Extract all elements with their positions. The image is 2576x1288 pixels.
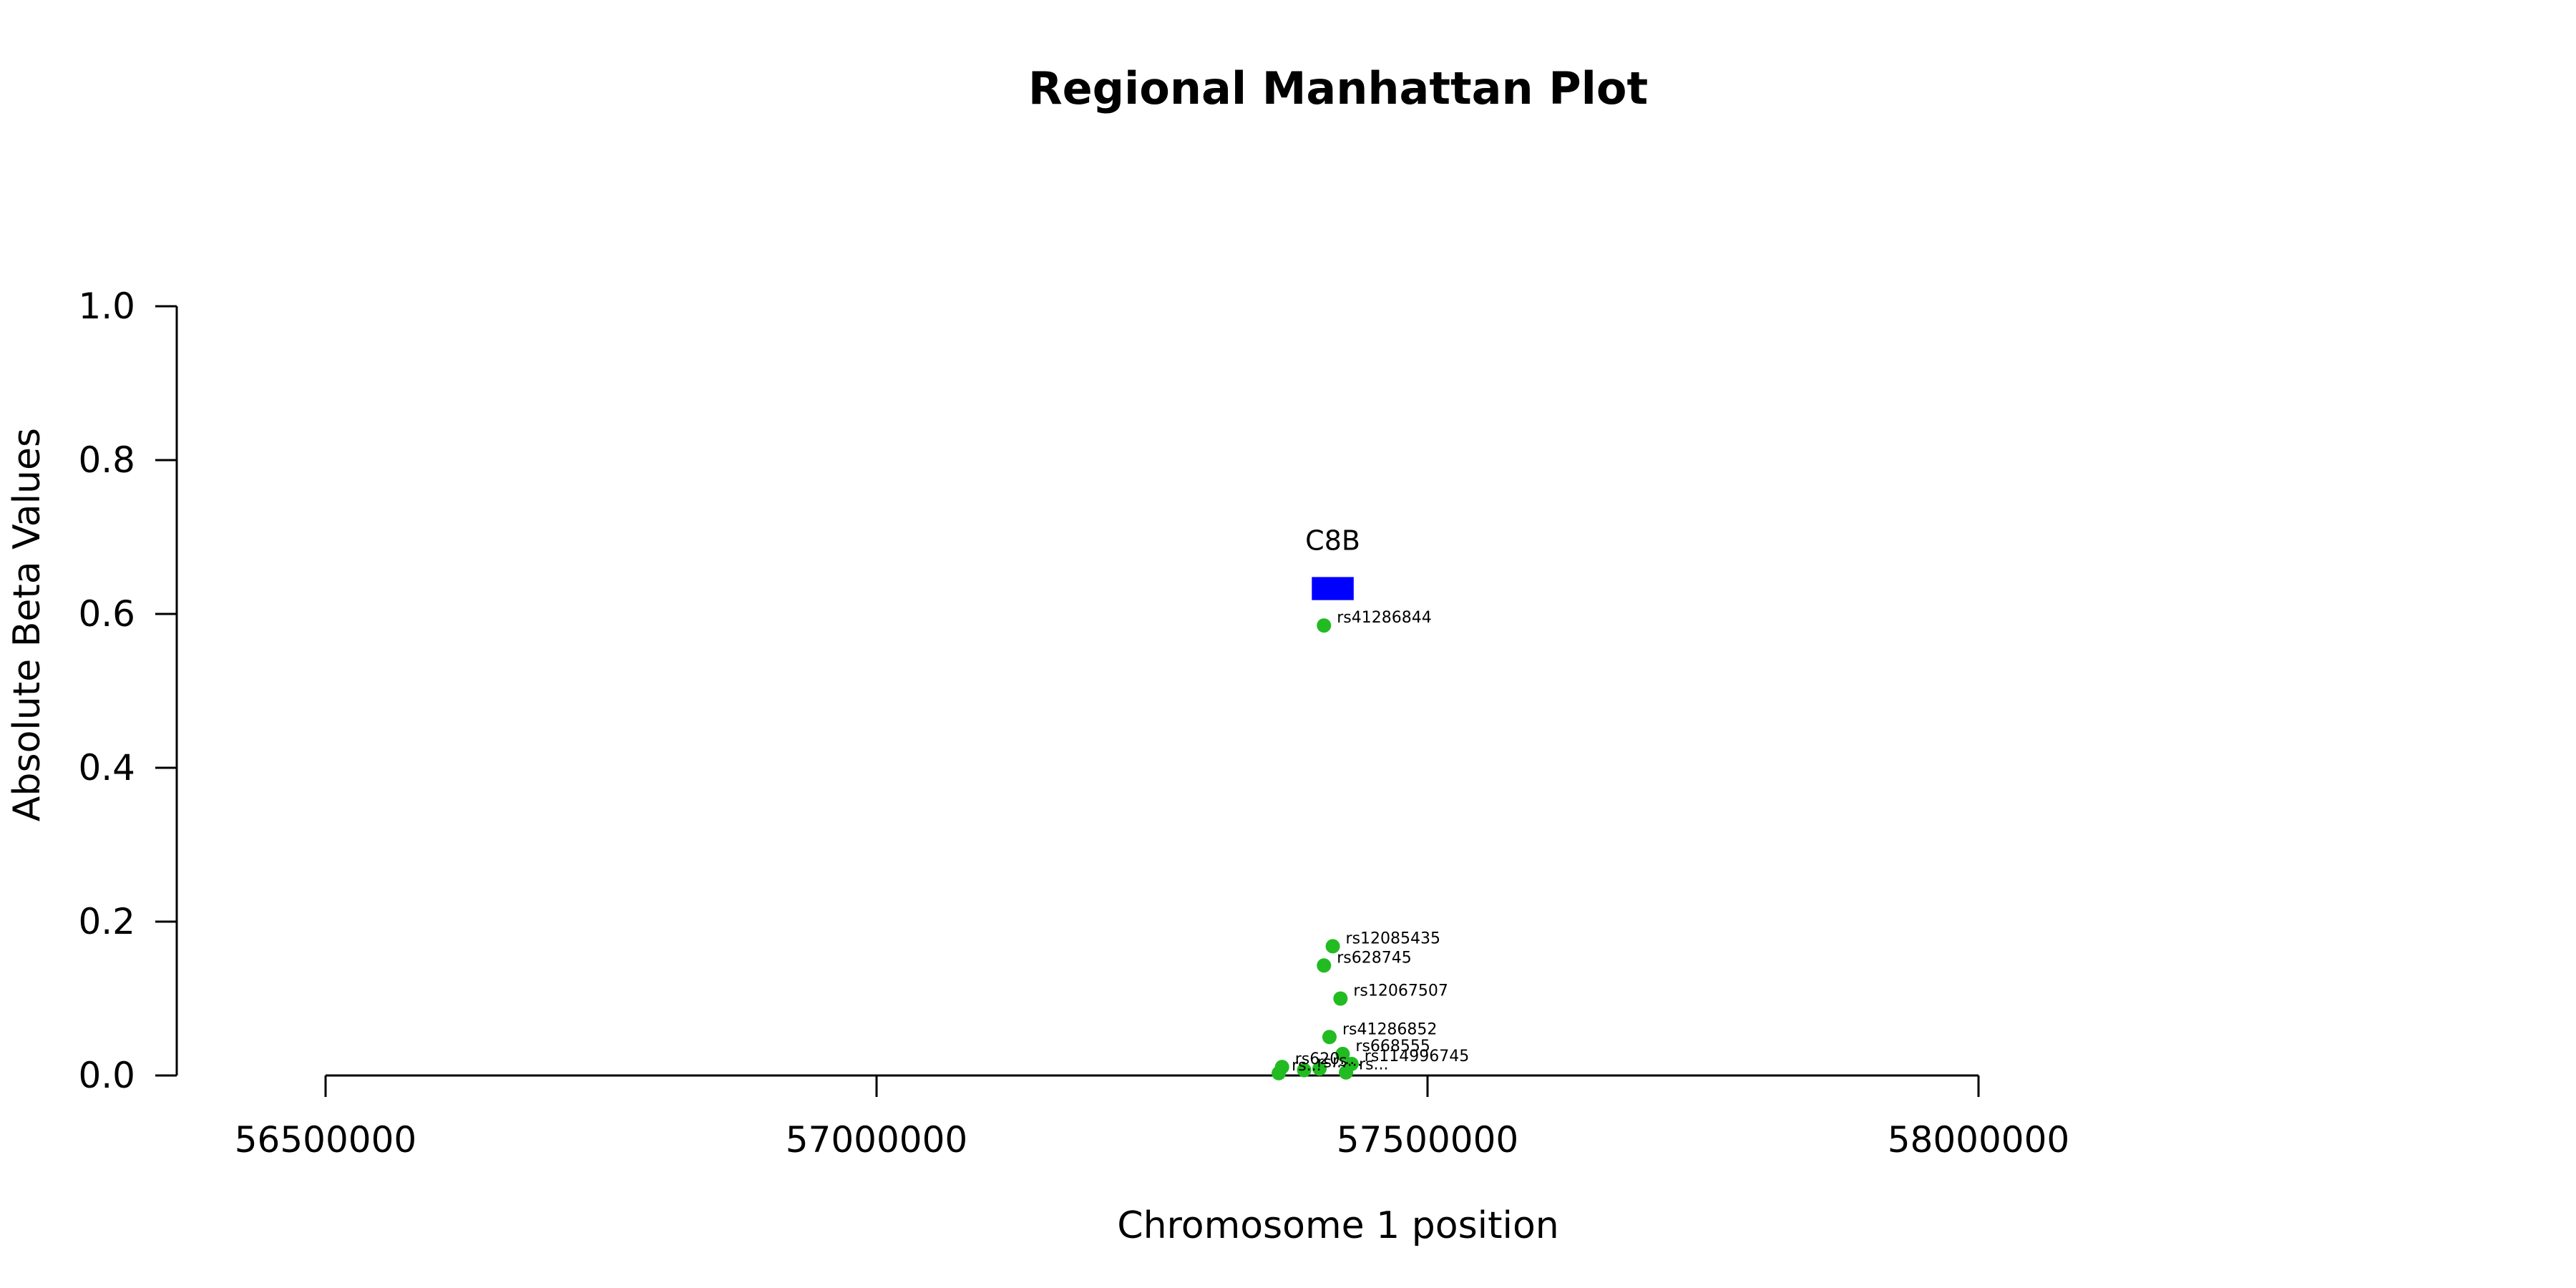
snp-point	[1317, 618, 1332, 633]
snp-label: rs...	[1292, 1057, 1322, 1075]
snp-point	[1325, 939, 1340, 954]
gene-bar-c8b	[1312, 577, 1354, 600]
gene-label: C8B	[1305, 525, 1360, 556]
snp-point	[1335, 1046, 1350, 1061]
x-tick-label: 57000000	[786, 1119, 968, 1161]
snp-label: rs...	[1332, 1052, 1362, 1070]
y-tick-label: 0.8	[78, 439, 135, 481]
snp-label: rs41286844	[1337, 609, 1431, 627]
x-axis-title: Chromosome 1 position	[1117, 1204, 1558, 1247]
snp-point	[1272, 1065, 1287, 1080]
axes: 0.0 0.2 0.4 0.6 0.8 1.0 56500000 57000000 575000…	[78, 286, 2069, 1161]
snp-label: rs...	[1359, 1056, 1389, 1074]
chart-title: Regional Manhattan Plot	[1028, 62, 1648, 114]
x-tick-label: 58000000	[1888, 1119, 2070, 1161]
snp-label: rs12067507	[1353, 982, 1448, 1000]
y-axis-title: Absolute Beta Values	[6, 428, 49, 821]
points-layer	[1272, 618, 1359, 1080]
snp-label: rs628745	[1337, 949, 1412, 967]
snp-label: rs620...	[1295, 1050, 1355, 1068]
x-tick-label: 56500000	[235, 1119, 417, 1161]
snp-point	[1317, 958, 1332, 973]
snp-point	[1322, 1030, 1337, 1045]
snp-labels-layer: rs41286844 rs12085435 rs628745 rs12067507 rs…	[1292, 609, 1469, 1075]
snp-point	[1333, 991, 1348, 1006]
gene-layer: C8B	[1305, 525, 1360, 600]
snp-label: rs114996745	[1365, 1048, 1469, 1065]
y-tick-label: 0.6	[78, 593, 135, 635]
y-tick-label: 0.2	[78, 901, 135, 942]
snp-point	[1339, 1065, 1354, 1080]
y-tick-label: 1.0	[78, 286, 135, 327]
snp-label: rs12085435	[1346, 930, 1440, 947]
snp-label: rs668555	[1355, 1038, 1430, 1055]
x-tick-label: 57500000	[1337, 1119, 1519, 1161]
snp-label: rs...	[1317, 1053, 1347, 1071]
y-tick-label: 0.0	[78, 1055, 135, 1096]
y-tick-label: 0.4	[78, 747, 135, 789]
snp-point	[1312, 1061, 1327, 1076]
snp-label: rs41286852	[1342, 1020, 1437, 1038]
snp-point	[1297, 1063, 1312, 1078]
